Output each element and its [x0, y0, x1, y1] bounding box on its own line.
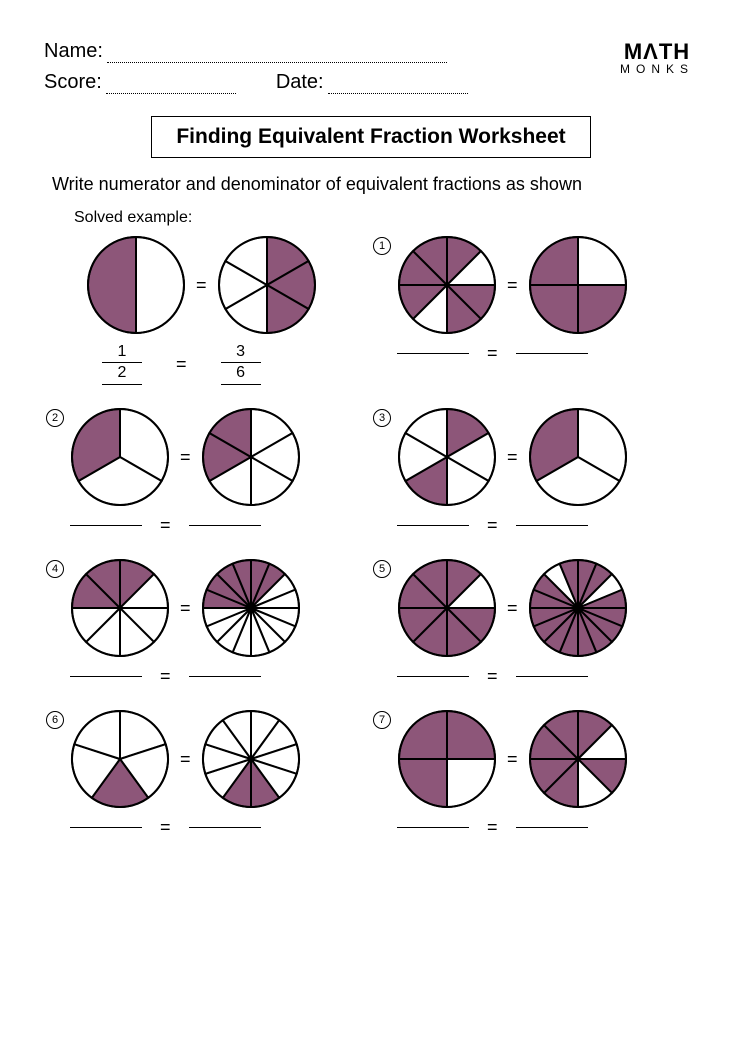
problem-cell: 6 = =: [44, 709, 371, 838]
grid-row: = 12 = 36 1 = =: [44, 235, 698, 385]
logo: MΛTH MONKS: [620, 42, 694, 76]
pie-left: [70, 407, 170, 507]
question-number: 5: [373, 560, 391, 578]
equals-sign: =: [487, 666, 498, 687]
header-score-date-row: Score: Date:: [44, 71, 698, 94]
pie-row: =: [44, 709, 371, 809]
score-label: Score:: [44, 71, 102, 94]
equals-sign: =: [180, 598, 191, 619]
answer-row: =: [371, 515, 698, 536]
logo-main: MΛTH: [620, 42, 694, 62]
pie-left: [70, 558, 170, 658]
pie-row: =: [371, 709, 698, 809]
answer-blank-right[interactable]: [516, 353, 588, 354]
equals-sign: =: [507, 598, 518, 619]
pie-row: =: [371, 235, 698, 335]
answer-blank-left[interactable]: [397, 676, 469, 677]
answer-blank-right[interactable]: [189, 827, 261, 828]
problem-cell: 3 = =: [371, 407, 698, 536]
problem-cell: = 12 = 36: [44, 235, 371, 385]
answer-blank-right[interactable]: [516, 827, 588, 828]
pie-right: [528, 235, 628, 335]
instruction-text: Write numerator and denominator of equiv…: [44, 174, 698, 195]
date-blank[interactable]: [328, 80, 468, 94]
pie-row: =: [44, 235, 371, 335]
pie-left: [86, 235, 186, 335]
grid-row: 6 = = 7 = =: [44, 709, 698, 838]
answer-blank-left[interactable]: [397, 827, 469, 828]
solved-example-label: Solved example:: [44, 209, 698, 227]
problem-cell: 1 = =: [371, 235, 698, 385]
pie-left: [397, 709, 497, 809]
equals-sign: =: [507, 447, 518, 468]
pie-right: [528, 558, 628, 658]
pie-row: =: [371, 558, 698, 658]
pie-row: =: [371, 407, 698, 507]
pie-right: [528, 709, 628, 809]
grid-row: 4 = = 5 = =: [44, 558, 698, 687]
name-blank[interactable]: [107, 49, 447, 63]
answer-row: =: [44, 515, 371, 536]
answer-row: =: [371, 666, 698, 687]
pie-row: =: [44, 407, 371, 507]
answer-blank-left[interactable]: [70, 525, 142, 526]
grid-row: 2 = = 3 = =: [44, 407, 698, 536]
pie-row: =: [44, 558, 371, 658]
equals-sign: =: [180, 447, 191, 468]
problem-cell: 2 = =: [44, 407, 371, 536]
question-number: 6: [46, 711, 64, 729]
question-number: 4: [46, 560, 64, 578]
score-blank[interactable]: [106, 80, 236, 94]
problem-grid: = 12 = 36 1 = = 2 = =: [44, 235, 698, 838]
equals-sign: =: [160, 666, 171, 687]
answer-blank-right[interactable]: [516, 676, 588, 677]
fraction-right: 36: [205, 343, 277, 385]
answer-blank-left[interactable]: [70, 827, 142, 828]
answer-blank-left[interactable]: [397, 525, 469, 526]
question-number: 3: [373, 409, 391, 427]
equals-sign: =: [507, 749, 518, 770]
answer-row: =: [371, 343, 698, 364]
equals-sign: =: [196, 275, 207, 296]
problem-cell: 5 = =: [371, 558, 698, 687]
problem-cell: 4 = =: [44, 558, 371, 687]
equals-sign: =: [180, 749, 191, 770]
equals-sign: =: [487, 817, 498, 838]
problem-cell: 7 = =: [371, 709, 698, 838]
pie-right: [528, 407, 628, 507]
equals-sign: =: [487, 343, 498, 364]
question-number: 2: [46, 409, 64, 427]
answer-row: 12 = 36: [44, 343, 371, 385]
answer-row: =: [44, 817, 371, 838]
pie-right: [201, 558, 301, 658]
pie-left: [397, 558, 497, 658]
answer-row: =: [371, 817, 698, 838]
logo-sub: MONKS: [620, 62, 694, 76]
answer-blank-right[interactable]: [516, 525, 588, 526]
equals-sign: =: [507, 275, 518, 296]
header-name-row: Name:: [44, 40, 698, 63]
question-number: 1: [373, 237, 391, 255]
equals-sign: =: [160, 817, 171, 838]
answer-row: =: [44, 666, 371, 687]
pie-left: [70, 709, 170, 809]
pie-right: [217, 235, 317, 335]
answer-blank-left[interactable]: [70, 676, 142, 677]
worksheet-title: Finding Equivalent Fraction Worksheet: [151, 116, 590, 158]
answer-blank-right[interactable]: [189, 676, 261, 677]
equals-sign: =: [487, 515, 498, 536]
pie-left: [397, 407, 497, 507]
question-number: 7: [373, 711, 391, 729]
pie-left: [397, 235, 497, 335]
equals-sign: =: [176, 354, 187, 375]
pie-right: [201, 709, 301, 809]
pie-right: [201, 407, 301, 507]
fraction-left: 12: [86, 343, 158, 385]
name-label: Name:: [44, 40, 103, 63]
date-label: Date:: [276, 71, 324, 94]
answer-blank-right[interactable]: [189, 525, 261, 526]
answer-blank-left[interactable]: [397, 353, 469, 354]
equals-sign: =: [160, 515, 171, 536]
